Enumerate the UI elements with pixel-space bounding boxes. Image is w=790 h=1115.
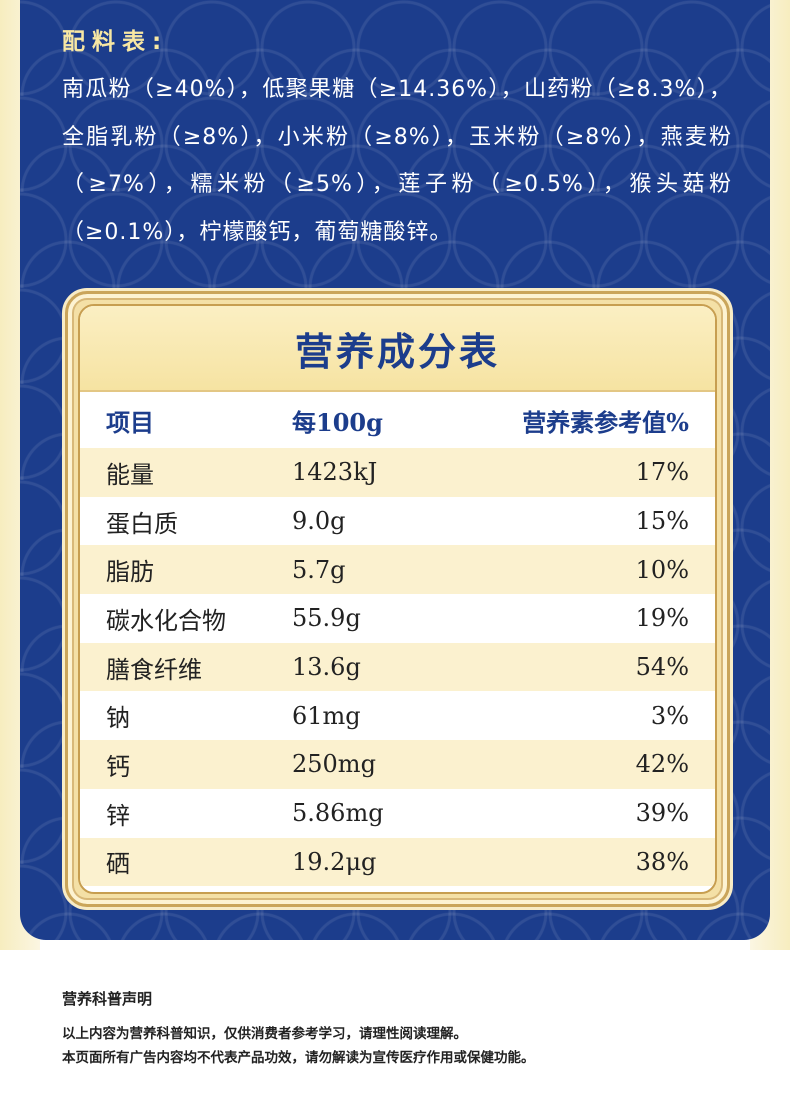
disclaimer-title: 营养科普声明	[62, 990, 153, 1008]
ingredients-section: 配料表: 南瓜粉（≥40%），低聚果糖（≥14.36%），山药粉（≥8.3%），…	[62, 22, 732, 256]
table-header-row: 项目 每100g 营养素参考值%	[80, 392, 715, 448]
table-row: 钠 61mg 3%	[80, 691, 715, 741]
table-row: 能量 1423kJ 17%	[80, 448, 715, 497]
table-row: 硒 19.2μg 38%	[80, 837, 715, 887]
disclaimer-line-1: 以上内容为营养科普知识，仅供消费者参考学习，请理性阅读理解。	[62, 1026, 467, 1042]
row-nrv: 15%	[635, 507, 689, 536]
table-row: 蛋白质 9.0g 15%	[80, 496, 715, 546]
ingredients-text: 南瓜粉（≥40%），低聚果糖（≥14.36%），山药粉（≥8.3%），全脂乳粉（…	[62, 77, 732, 245]
disclaimer-line-2: 本页面所有广告内容均不代表产品功效，请勿解读为宣传医疗作用或保健功能。	[62, 1050, 535, 1066]
header-item: 项目	[106, 407, 154, 437]
row-per100g: 1423kJ	[292, 458, 378, 487]
row-item: 膳食纤维	[106, 655, 202, 684]
table-row: 脂肪 5.7g 10%	[80, 545, 715, 595]
header-per100g: 每100g	[292, 407, 383, 437]
nutrition-card: 营养成分表 项目 每100g 营养素参考值% 能量 1423kJ 17% 蛋白质…	[78, 304, 717, 894]
row-nrv: 39%	[635, 799, 689, 828]
row-item: 硒	[106, 850, 130, 879]
row-per100g: 61mg	[292, 701, 361, 730]
ingredients-title: 配料表:	[62, 29, 169, 55]
row-item: 钙	[106, 752, 130, 781]
row-item: 碳水化合物	[106, 606, 226, 635]
row-per100g: 13.6g	[292, 653, 361, 682]
row-nrv: 54%	[635, 653, 689, 682]
row-nrv: 19%	[635, 604, 689, 633]
nutrition-header: 营养成分表	[80, 306, 715, 392]
nutrition-title: 营养成分表	[294, 328, 500, 374]
row-nrv: 17%	[635, 458, 689, 487]
header-nrv: 营养素参考值%	[522, 407, 689, 437]
row-item: 脂肪	[106, 558, 154, 587]
disclaimer-section: 营养科普声明 以上内容为营养科普知识，仅供消费者参考学习，请理性阅读理解。 本页…	[62, 988, 752, 1070]
table-row: 钙 250mg 42%	[80, 740, 715, 789]
table-row: 碳水化合物 55.9g 19%	[80, 594, 715, 643]
row-item: 蛋白质	[106, 509, 178, 538]
row-item: 钠	[106, 704, 130, 733]
nutrition-table: 项目 每100g 营养素参考值% 能量 1423kJ 17% 蛋白质 9.0g …	[80, 392, 715, 887]
row-nrv: 42%	[635, 750, 689, 779]
row-per100g: 250mg	[292, 750, 376, 779]
nutrition-frame: 营养成分表 项目 每100g 营养素参考值% 能量 1423kJ 17% 蛋白质…	[65, 291, 730, 907]
row-per100g: 19.2μg	[292, 847, 377, 876]
row-item: 能量	[106, 460, 154, 489]
row-item: 锌	[106, 801, 130, 830]
row-per100g: 5.7g	[292, 555, 346, 584]
row-per100g: 9.0g	[292, 507, 346, 536]
row-per100g: 55.9g	[292, 604, 361, 633]
table-row: 锌 5.86mg 39%	[80, 788, 715, 838]
table-row: 膳食纤维 13.6g 54%	[80, 642, 715, 692]
row-nrv: 3%	[650, 701, 689, 730]
row-nrv: 10%	[635, 555, 689, 584]
row-nrv: 38%	[635, 847, 689, 876]
row-per100g: 5.86mg	[292, 799, 384, 828]
